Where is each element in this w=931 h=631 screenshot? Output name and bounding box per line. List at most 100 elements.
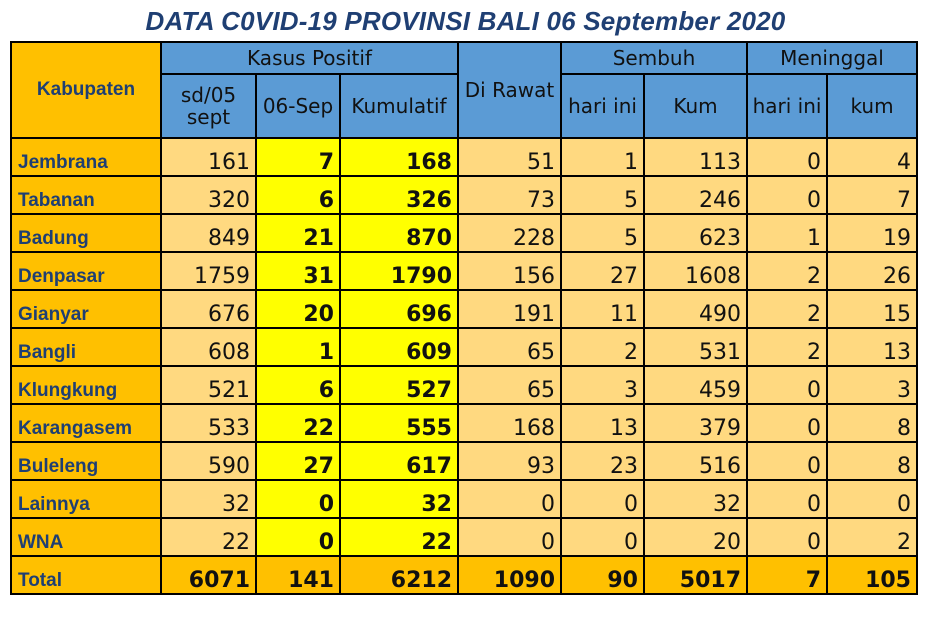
- table-row: Karangasem 533 22 555 168 13 379 0 8: [10, 403, 918, 443]
- table-row: Badung 849 21 870 228 5 623 1 19: [10, 213, 918, 253]
- cell-meninggal-kum: 8: [826, 441, 918, 481]
- cell-sembuh-kum: 623: [643, 213, 748, 253]
- total-sd05-sept: 6071: [160, 555, 257, 595]
- table-row: Tabanan 320 6 326 73 5 246 0 7: [10, 175, 918, 215]
- cell-06-sep: 31: [255, 251, 341, 291]
- cell-06-sep: 27: [255, 441, 341, 481]
- cell-di-rawat: 228: [457, 213, 562, 253]
- cell-sd05-sept: 320: [160, 175, 257, 215]
- cell-06-sep: 1: [255, 327, 341, 367]
- kabupaten-name: Klungkung: [10, 365, 162, 405]
- total-06-sep: 141: [255, 555, 341, 595]
- header-sembuh-kum: Kum: [643, 73, 748, 139]
- cell-sembuh-kum: 1608: [643, 251, 748, 291]
- cell-di-rawat: 51: [457, 137, 562, 177]
- table-row: Denpasar 1759 31 1790 156 27 1608 2 26: [10, 251, 918, 291]
- cell-meninggal-hari-ini: 0: [746, 137, 828, 177]
- cell-kumulatif: 696: [339, 289, 459, 329]
- table-row: Lainnya 32 0 32 0 0 32 0 0: [10, 479, 918, 519]
- total-sembuh-hari-ini: 90: [560, 555, 645, 595]
- cell-sembuh-hari-ini: 3: [560, 365, 645, 405]
- page-title: DATA C0VID-19 PROVINSI BALI 06 September…: [145, 6, 786, 36]
- cell-sembuh-kum: 246: [643, 175, 748, 215]
- cell-sembuh-hari-ini: 0: [560, 517, 645, 557]
- kabupaten-name: WNA: [10, 517, 162, 557]
- cell-sembuh-hari-ini: 13: [560, 403, 645, 443]
- kabupaten-name: Badung: [10, 213, 162, 253]
- cell-di-rawat: 93: [457, 441, 562, 481]
- kabupaten-name: Buleleng: [10, 441, 162, 481]
- cell-06-sep: 7: [255, 137, 341, 177]
- cell-meninggal-hari-ini: 0: [746, 441, 828, 481]
- header-kasus-positif: Kasus Positif: [160, 41, 459, 75]
- header-sembuh-hari-ini: hari ini: [560, 73, 645, 139]
- cell-sembuh-hari-ini: 11: [560, 289, 645, 329]
- kabupaten-name: Lainnya: [10, 479, 162, 519]
- cell-kumulatif: 22: [339, 517, 459, 557]
- cell-kumulatif: 168: [339, 137, 459, 177]
- cell-sembuh-kum: 20: [643, 517, 748, 557]
- cell-sembuh-hari-ini: 27: [560, 251, 645, 291]
- header-sd05-sept: sd/05 sept: [160, 73, 257, 139]
- kabupaten-name: Denpasar: [10, 251, 162, 291]
- table-row: WNA 22 0 22 0 0 20 0 2: [10, 517, 918, 557]
- header-meninggal: Meninggal: [746, 41, 918, 75]
- cell-sd05-sept: 590: [160, 441, 257, 481]
- cell-meninggal-hari-ini: 0: [746, 517, 828, 557]
- cell-06-sep: 0: [255, 479, 341, 519]
- cell-meninggal-kum: 26: [826, 251, 918, 291]
- cell-sembuh-hari-ini: 5: [560, 175, 645, 215]
- cell-kumulatif: 870: [339, 213, 459, 253]
- cell-06-sep: 0: [255, 517, 341, 557]
- cell-sd05-sept: 521: [160, 365, 257, 405]
- header-di-rawat: Di Rawat: [457, 41, 562, 139]
- cell-06-sep: 21: [255, 213, 341, 253]
- kabupaten-name: Gianyar: [10, 289, 162, 329]
- cell-di-rawat: 65: [457, 327, 562, 367]
- total-meninggal-kum: 105: [826, 555, 918, 595]
- header-meninggal-kum: kum: [826, 73, 918, 139]
- cell-kumulatif: 555: [339, 403, 459, 443]
- cell-06-sep: 6: [255, 365, 341, 405]
- cell-meninggal-kum: 8: [826, 403, 918, 443]
- kabupaten-name: Jembrana: [10, 137, 162, 177]
- cell-meninggal-kum: 19: [826, 213, 918, 253]
- cell-di-rawat: 0: [457, 517, 562, 557]
- table-row: Gianyar 676 20 696 191 11 490 2 15: [10, 289, 918, 329]
- cell-meninggal-kum: 13: [826, 327, 918, 367]
- cell-sd05-sept: 849: [160, 213, 257, 253]
- cell-meninggal-kum: 3: [826, 365, 918, 405]
- cell-meninggal-kum: 0: [826, 479, 918, 519]
- cell-sembuh-kum: 459: [643, 365, 748, 405]
- cell-meninggal-hari-ini: 2: [746, 251, 828, 291]
- cell-sd05-sept: 533: [160, 403, 257, 443]
- cell-06-sep: 6: [255, 175, 341, 215]
- cell-sembuh-kum: 531: [643, 327, 748, 367]
- cell-meninggal-kum: 7: [826, 175, 918, 215]
- cell-06-sep: 20: [255, 289, 341, 329]
- cell-sembuh-hari-ini: 5: [560, 213, 645, 253]
- total-di-rawat: 1090: [457, 555, 562, 595]
- cell-kumulatif: 617: [339, 441, 459, 481]
- kabupaten-name: Karangasem: [10, 403, 162, 443]
- cell-di-rawat: 156: [457, 251, 562, 291]
- cell-kumulatif: 1790: [339, 251, 459, 291]
- cell-meninggal-kum: 2: [826, 517, 918, 557]
- cell-meninggal-hari-ini: 2: [746, 289, 828, 329]
- header-kumulatif: Kumulatif: [339, 73, 459, 139]
- cell-sd05-sept: 32: [160, 479, 257, 519]
- cell-sd05-sept: 608: [160, 327, 257, 367]
- cell-meninggal-kum: 4: [826, 137, 918, 177]
- cell-di-rawat: 65: [457, 365, 562, 405]
- total-sembuh-kum: 5017: [643, 555, 748, 595]
- table-row: Jembrana 161 7 168 51 1 113 0 4: [10, 137, 918, 177]
- kabupaten-name: Tabanan: [10, 175, 162, 215]
- cell-di-rawat: 191: [457, 289, 562, 329]
- cell-sembuh-kum: 113: [643, 137, 748, 177]
- cell-kumulatif: 326: [339, 175, 459, 215]
- table-row: Klungkung 521 6 527 65 3 459 0 3: [10, 365, 918, 405]
- cell-meninggal-hari-ini: 0: [746, 479, 828, 519]
- header-sembuh: Sembuh: [560, 41, 748, 75]
- cell-meninggal-hari-ini: 2: [746, 327, 828, 367]
- cell-meninggal-hari-ini: 0: [746, 175, 828, 215]
